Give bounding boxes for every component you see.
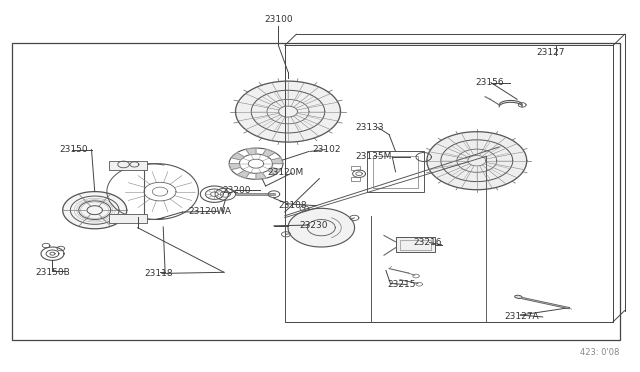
Bar (109, 161, 147, 170)
Bar (373, 156, 418, 188)
Text: 23127A: 23127A (504, 312, 539, 321)
Polygon shape (288, 208, 355, 247)
Text: 23102: 23102 (312, 145, 341, 154)
Text: 23230: 23230 (300, 221, 328, 230)
Polygon shape (231, 153, 244, 160)
Polygon shape (63, 192, 127, 229)
Polygon shape (271, 158, 283, 164)
Text: 23100: 23100 (264, 15, 292, 24)
Polygon shape (236, 81, 340, 142)
Bar (400, 240, 431, 250)
Text: 23215: 23215 (387, 280, 416, 289)
Polygon shape (262, 149, 275, 157)
Polygon shape (268, 167, 281, 175)
Text: 23127: 23127 (536, 48, 565, 57)
Text: 23108: 23108 (278, 201, 307, 210)
Text: 23120WA: 23120WA (189, 207, 232, 216)
Text: 23150B: 23150B (35, 268, 70, 277)
Polygon shape (256, 173, 266, 179)
Text: 23156: 23156 (475, 78, 504, 87)
Bar (351, 177, 360, 181)
Bar (109, 214, 147, 223)
Polygon shape (427, 132, 527, 190)
Ellipse shape (515, 295, 522, 298)
Text: 23120M: 23120M (268, 169, 304, 177)
Bar (351, 166, 360, 170)
Text: 423: 0'08: 423: 0'08 (580, 348, 620, 357)
Text: 23216: 23216 (413, 238, 442, 247)
Polygon shape (246, 148, 256, 155)
Bar (367, 151, 424, 192)
Bar (12, 43, 620, 340)
Bar (396, 237, 435, 252)
Text: 23118: 23118 (144, 269, 173, 278)
Text: 23150: 23150 (59, 145, 88, 154)
Text: 23200: 23200 (223, 186, 252, 195)
Polygon shape (229, 164, 241, 170)
Text: 23133: 23133 (355, 123, 384, 132)
Text: 23135M: 23135M (355, 153, 392, 161)
Polygon shape (237, 170, 250, 178)
